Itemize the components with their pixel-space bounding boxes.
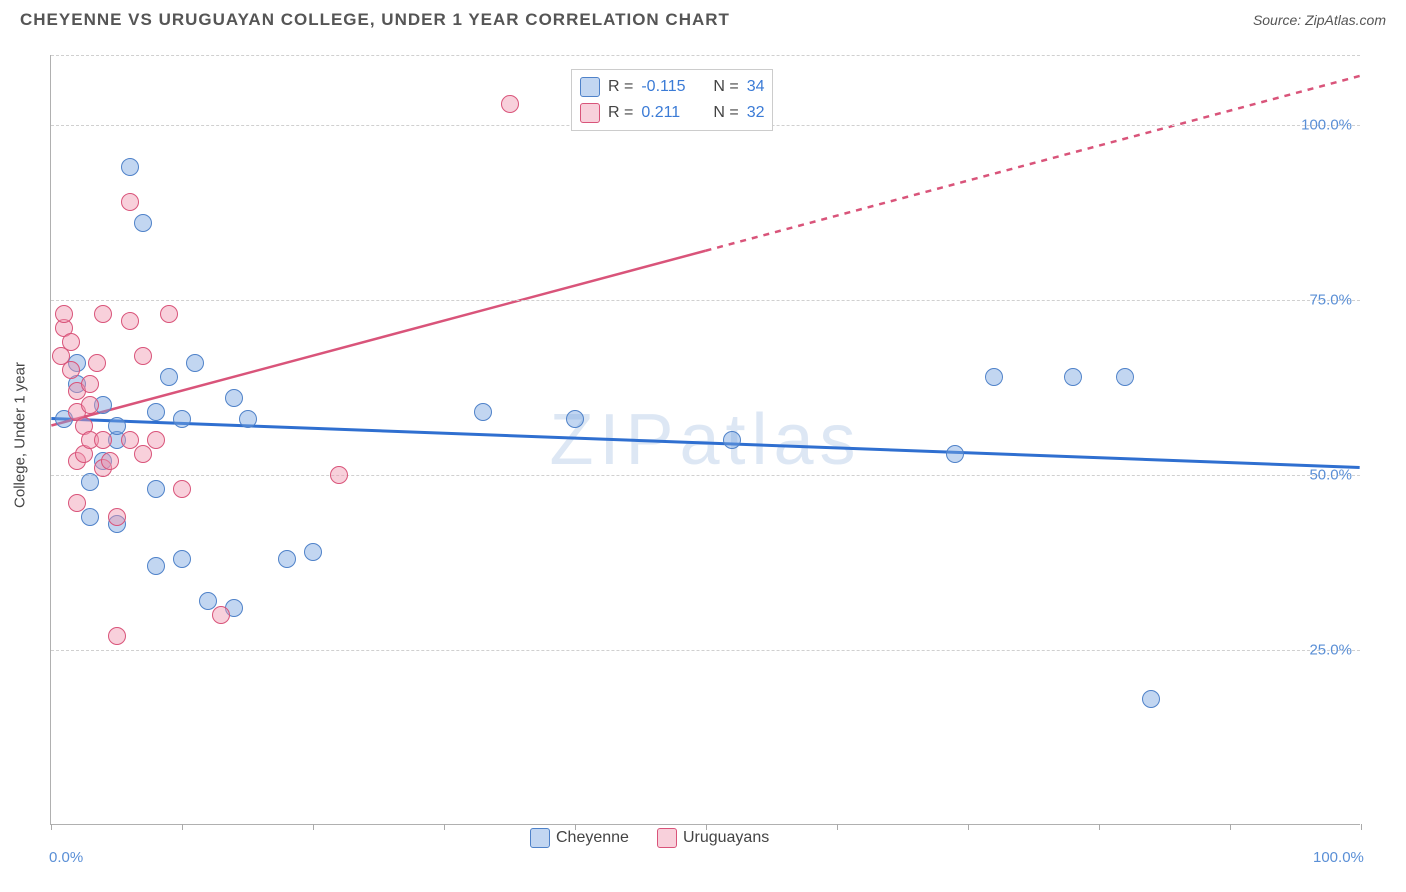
stats-R-value: -0.115 [641, 74, 697, 100]
y-axis-label: College, Under 1 year [12, 362, 29, 508]
stats-R-label: R = [608, 74, 633, 100]
scatter-point-uruguayans [55, 305, 73, 323]
plot-area: ZIPatlas 25.0%50.0%75.0%100.0%0.0%100.0%… [50, 55, 1360, 825]
scatter-point-cheyenne [81, 473, 99, 491]
scatter-point-cheyenne [134, 214, 152, 232]
stats-legend-row: R = 0.211 N = 32 [580, 100, 764, 126]
scatter-point-uruguayans [330, 466, 348, 484]
y-tick-label: 75.0% [1309, 292, 1352, 309]
scatter-point-uruguayans [173, 480, 191, 498]
stats-legend-row: R = -0.115 N = 34 [580, 74, 764, 100]
scatter-point-cheyenne [566, 410, 584, 428]
gridline [51, 300, 1360, 301]
gridline [51, 475, 1360, 476]
y-tick-label: 50.0% [1309, 467, 1352, 484]
stats-legend: R = -0.115 N = 34 R = 0.211 N = 32 [571, 69, 773, 131]
x-tick [1361, 824, 1362, 830]
legend-swatch [580, 77, 600, 97]
bottom-legend: Cheyenne Uruguayans [530, 828, 769, 848]
scatter-point-uruguayans [134, 347, 152, 365]
scatter-point-uruguayans [101, 452, 119, 470]
x-tick [51, 824, 52, 830]
plot-wrap: College, Under 1 year ZIPatlas 25.0%50.0… [30, 45, 1390, 825]
scatter-point-uruguayans [121, 312, 139, 330]
scatter-point-uruguayans [134, 445, 152, 463]
scatter-point-cheyenne [239, 410, 257, 428]
chart-title: CHEYENNE VS URUGUAYAN COLLEGE, UNDER 1 Y… [20, 10, 730, 30]
x-tick [182, 824, 183, 830]
scatter-point-uruguayans [88, 354, 106, 372]
scatter-point-cheyenne [304, 543, 322, 561]
scatter-point-cheyenne [173, 410, 191, 428]
x-tick [1099, 824, 1100, 830]
scatter-point-cheyenne [121, 158, 139, 176]
scatter-point-cheyenne [278, 550, 296, 568]
scatter-point-uruguayans [147, 431, 165, 449]
stats-N-label: N = [713, 100, 738, 126]
legend-swatch [530, 828, 550, 848]
scatter-point-cheyenne [81, 508, 99, 526]
regression-lines [51, 55, 1360, 824]
scatter-point-cheyenne [474, 403, 492, 421]
scatter-point-cheyenne [1142, 690, 1160, 708]
x-tick [837, 824, 838, 830]
scatter-point-uruguayans [62, 361, 80, 379]
scatter-point-uruguayans [501, 95, 519, 113]
scatter-point-uruguayans [212, 606, 230, 624]
bottom-legend-item: Cheyenne [530, 828, 629, 848]
x-tick-label: 0.0% [49, 849, 83, 866]
x-tick-label: 100.0% [1313, 849, 1364, 866]
x-tick [968, 824, 969, 830]
scatter-point-cheyenne [160, 368, 178, 386]
x-tick [444, 824, 445, 830]
stats-R-value: 0.211 [641, 100, 697, 126]
gridline [51, 650, 1360, 651]
regression-line-uruguayans [51, 251, 705, 426]
scatter-point-uruguayans [121, 193, 139, 211]
title-bar: CHEYENNE VS URUGUAYAN COLLEGE, UNDER 1 Y… [0, 0, 1406, 36]
scatter-point-uruguayans [108, 627, 126, 645]
x-tick [1230, 824, 1231, 830]
scatter-point-cheyenne [173, 550, 191, 568]
x-tick [313, 824, 314, 830]
source-text: Source: ZipAtlas.com [1253, 12, 1386, 28]
watermark: ZIPatlas [549, 399, 861, 481]
scatter-point-cheyenne [225, 389, 243, 407]
scatter-point-uruguayans [94, 305, 112, 323]
scatter-point-cheyenne [147, 557, 165, 575]
y-tick-label: 25.0% [1309, 642, 1352, 659]
scatter-point-uruguayans [160, 305, 178, 323]
scatter-point-cheyenne [1116, 368, 1134, 386]
stats-N-value: 34 [747, 74, 765, 100]
scatter-point-cheyenne [147, 480, 165, 498]
scatter-point-cheyenne [985, 368, 1003, 386]
regression-line-uruguayans [706, 76, 1360, 251]
scatter-point-cheyenne [147, 403, 165, 421]
bottom-legend-label: Cheyenne [556, 829, 629, 847]
scatter-point-cheyenne [723, 431, 741, 449]
scatter-point-uruguayans [68, 494, 86, 512]
scatter-point-uruguayans [108, 508, 126, 526]
scatter-point-cheyenne [1064, 368, 1082, 386]
stats-N-value: 32 [747, 100, 765, 126]
scatter-point-uruguayans [62, 333, 80, 351]
stats-R-label: R = [608, 100, 633, 126]
scatter-point-cheyenne [946, 445, 964, 463]
y-tick-label: 100.0% [1301, 117, 1352, 134]
bottom-legend-label: Uruguayans [683, 829, 769, 847]
scatter-point-uruguayans [81, 375, 99, 393]
stats-N-label: N = [713, 74, 738, 100]
legend-swatch [657, 828, 677, 848]
legend-swatch [580, 103, 600, 123]
gridline [51, 55, 1360, 56]
bottom-legend-item: Uruguayans [657, 828, 769, 848]
chart-container: CHEYENNE VS URUGUAYAN COLLEGE, UNDER 1 Y… [0, 0, 1406, 892]
scatter-point-uruguayans [94, 431, 112, 449]
scatter-point-uruguayans [81, 396, 99, 414]
scatter-point-cheyenne [186, 354, 204, 372]
